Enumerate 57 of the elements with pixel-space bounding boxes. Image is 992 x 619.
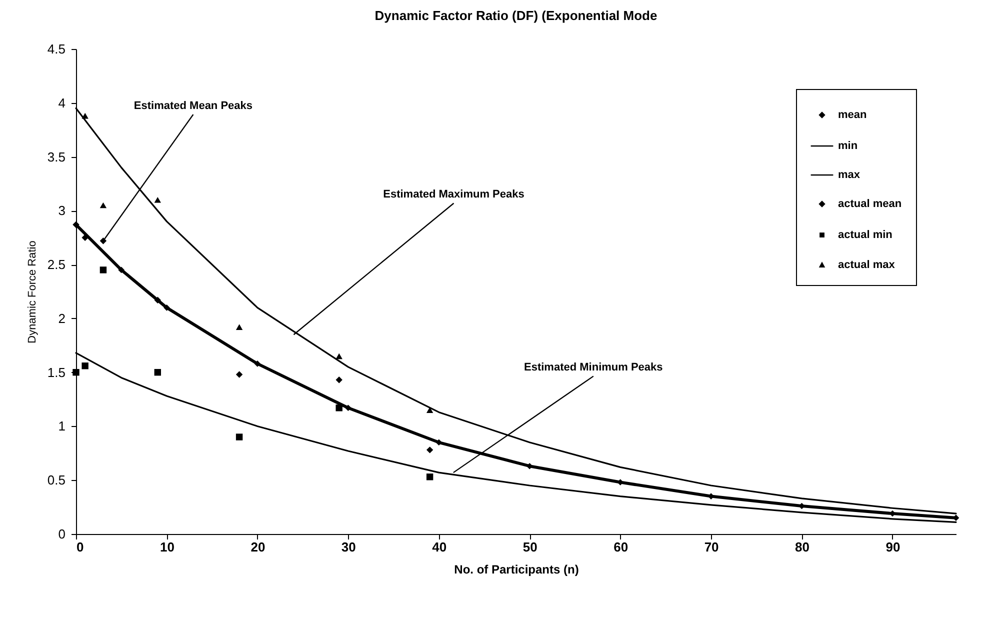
point bbox=[236, 434, 243, 440]
annotation: Estimated Minimum Peaks bbox=[524, 362, 663, 374]
point bbox=[82, 112, 88, 119]
y-tick-label: 0.5 bbox=[47, 472, 66, 488]
point bbox=[236, 324, 243, 330]
point bbox=[100, 202, 107, 208]
y-tick-label: 2.5 bbox=[47, 257, 66, 272]
point bbox=[254, 360, 261, 367]
y-tick-label: 0 bbox=[58, 526, 66, 542]
x-axis-title: No. of Participants (n) bbox=[454, 562, 579, 576]
point bbox=[426, 474, 434, 480]
x-tick-label: 30 bbox=[341, 540, 356, 554]
y-tick-label: 3.5 bbox=[47, 149, 66, 164]
point bbox=[336, 353, 342, 360]
y-tick-label: 2 bbox=[58, 310, 66, 326]
point bbox=[164, 304, 170, 311]
legend-label: max bbox=[838, 169, 861, 181]
point bbox=[345, 404, 352, 412]
legend-label: actual mean bbox=[838, 198, 902, 210]
y-tick-label: 4 bbox=[58, 95, 66, 110]
annotation: Estimated Mean Peaks bbox=[134, 100, 253, 112]
x-tick-label: 80 bbox=[795, 540, 810, 554]
point bbox=[100, 266, 107, 274]
point bbox=[154, 196, 162, 203]
annotation: Estimated Maximum Peaks bbox=[383, 188, 524, 201]
point bbox=[336, 376, 342, 384]
point bbox=[426, 407, 434, 413]
x-tick-label: 10 bbox=[160, 540, 174, 554]
point bbox=[236, 371, 243, 378]
legend-label: mean bbox=[838, 109, 868, 121]
y-axis-title: Dynamic Force Ratio bbox=[26, 240, 38, 344]
x-tick-label: 40 bbox=[432, 540, 447, 554]
y-tick-label: 4.5 bbox=[47, 42, 66, 56]
point bbox=[82, 362, 88, 370]
point bbox=[118, 266, 125, 274]
point bbox=[72, 368, 80, 376]
x-tick-label: 90 bbox=[886, 540, 900, 554]
x-tick-label: 20 bbox=[250, 540, 266, 554]
point bbox=[426, 446, 434, 454]
point bbox=[436, 439, 442, 446]
point bbox=[82, 234, 88, 241]
chart-title: Dynamic Factor Ratio (DF) (Exponential Mode bbox=[374, 8, 658, 23]
point bbox=[154, 368, 162, 376]
point bbox=[526, 462, 533, 470]
x-tick-label: 60 bbox=[614, 540, 628, 554]
y-tick-label: 1 bbox=[58, 418, 66, 434]
y-tick-label: 3 bbox=[58, 203, 66, 218]
legend-label: min bbox=[838, 140, 858, 152]
point bbox=[336, 404, 342, 412]
point bbox=[798, 502, 805, 510]
legend-label: actual max bbox=[838, 259, 896, 271]
x-tick-label: 50 bbox=[522, 540, 538, 554]
x-tick-label: 0 bbox=[76, 540, 84, 554]
point bbox=[154, 296, 162, 304]
legend-label: actual min bbox=[838, 229, 893, 241]
y-tick-label: 1.5 bbox=[47, 364, 66, 380]
x-tick-label: 70 bbox=[704, 540, 719, 554]
